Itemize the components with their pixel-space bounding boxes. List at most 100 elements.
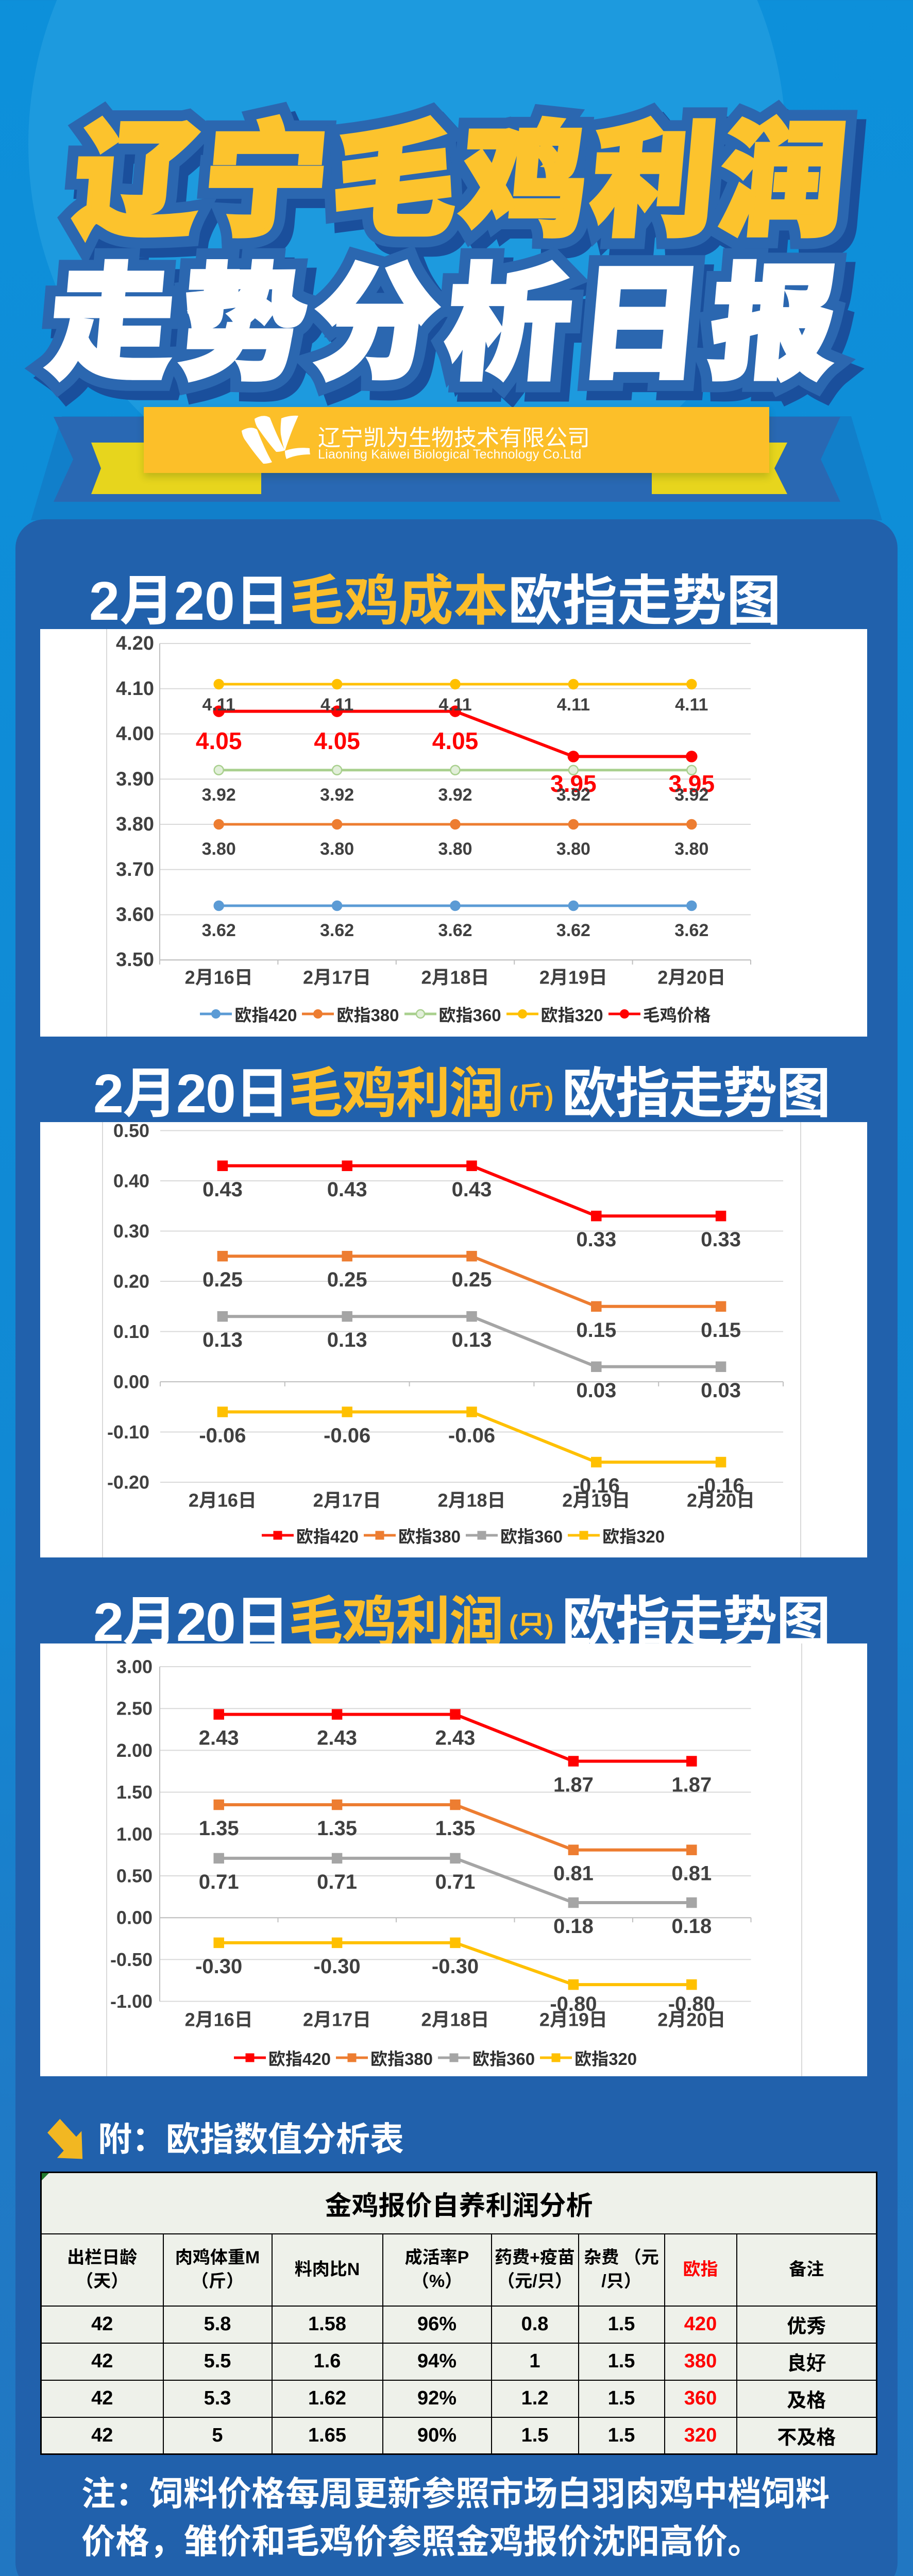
svg-text:0.00: 0.00 (113, 1371, 149, 1393)
svg-text:3.62: 3.62 (674, 921, 708, 940)
svg-text:0.18: 0.18 (671, 1915, 712, 1938)
svg-text:4.11: 4.11 (320, 695, 353, 715)
svg-text:2.43: 2.43 (199, 1727, 239, 1750)
svg-text:3.50: 3.50 (116, 949, 154, 971)
svg-text:4.20: 4.20 (116, 633, 154, 654)
svg-text:4.11: 4.11 (557, 695, 590, 715)
svg-text:2月19日: 2月19日 (562, 1490, 630, 1511)
svg-text:-0.16: -0.16 (573, 1475, 620, 1497)
svg-text:2月16日: 2月16日 (185, 2009, 253, 2030)
svg-text:2月18日: 2月18日 (437, 1490, 505, 1511)
svg-text:2月20日: 2月20日 (657, 2009, 725, 2030)
svg-text:3.62: 3.62 (438, 921, 472, 940)
svg-text:3.80: 3.80 (556, 839, 590, 859)
svg-text:2月18日: 2月18日 (421, 2009, 489, 2030)
svg-text:1.50: 1.50 (116, 1782, 153, 1803)
svg-text:0.03: 0.03 (701, 1379, 741, 1402)
svg-text:3.92: 3.92 (438, 785, 472, 805)
svg-text:-0.06: -0.06 (199, 1425, 246, 1447)
svg-text:-0.30: -0.30 (432, 1955, 479, 1978)
svg-text:0.50: 0.50 (116, 1866, 153, 1887)
svg-text:0.71: 0.71 (199, 1871, 239, 1893)
svg-text:1.35: 1.35 (199, 1817, 239, 1840)
svg-text:2月17日: 2月17日 (313, 1490, 381, 1511)
svg-text:4.11: 4.11 (675, 695, 708, 715)
svg-text:3.80: 3.80 (674, 839, 708, 859)
svg-text:3.92: 3.92 (556, 785, 590, 805)
svg-text:0.33: 0.33 (576, 1228, 616, 1251)
svg-text:2月20日: 2月20日 (657, 967, 725, 988)
svg-text:4.05: 4.05 (432, 727, 479, 754)
svg-text:-0.20: -0.20 (107, 1472, 149, 1493)
svg-text:0.71: 0.71 (317, 1871, 357, 1893)
svg-text:4.05: 4.05 (314, 727, 360, 754)
svg-text:2月19日: 2月19日 (539, 2009, 607, 2030)
svg-text:2月20日: 2月20日 (687, 1490, 755, 1511)
svg-text:1.87: 1.87 (553, 1774, 594, 1797)
svg-text:1.35: 1.35 (435, 1817, 476, 1840)
svg-text:0.43: 0.43 (327, 1178, 367, 1201)
svg-text:0.10: 0.10 (113, 1321, 149, 1342)
svg-text:1.00: 1.00 (116, 1823, 153, 1844)
svg-text:3.80: 3.80 (202, 839, 236, 859)
svg-text:0.25: 0.25 (327, 1268, 367, 1291)
svg-text:2月19日: 2月19日 (539, 967, 607, 988)
svg-text:4.00: 4.00 (116, 723, 154, 745)
svg-text:3.80: 3.80 (320, 839, 354, 859)
svg-text:-0.50: -0.50 (110, 1949, 153, 1970)
svg-text:0.13: 0.13 (452, 1329, 492, 1351)
svg-text:-0.06: -0.06 (448, 1425, 495, 1447)
svg-text:2月18日: 2月18日 (421, 967, 489, 988)
svg-text:0.43: 0.43 (452, 1178, 492, 1201)
svg-text:3.62: 3.62 (556, 921, 590, 940)
svg-text:2月17日: 2月17日 (303, 967, 371, 988)
svg-text:3.92: 3.92 (202, 785, 236, 805)
svg-text:2月16日: 2月16日 (189, 1490, 257, 1511)
svg-text:-0.30: -0.30 (195, 1955, 242, 1978)
svg-text:3.92: 3.92 (674, 785, 708, 805)
svg-text:-0.06: -0.06 (324, 1425, 370, 1447)
svg-text:0.25: 0.25 (202, 1268, 243, 1291)
svg-text:1.35: 1.35 (317, 1817, 357, 1840)
svg-text:0.30: 0.30 (113, 1221, 149, 1242)
svg-text:2月17日: 2月17日 (303, 2009, 371, 2030)
svg-text:2.50: 2.50 (116, 1698, 153, 1719)
svg-text:0.33: 0.33 (701, 1228, 741, 1251)
svg-text:0.13: 0.13 (327, 1329, 367, 1351)
svg-text:4.11: 4.11 (438, 695, 471, 715)
svg-text:0.00: 0.00 (116, 1907, 153, 1928)
svg-text:2.43: 2.43 (435, 1727, 476, 1750)
svg-text:-0.30: -0.30 (314, 1955, 361, 1978)
svg-text:3.60: 3.60 (116, 904, 154, 926)
svg-text:3.00: 3.00 (116, 1656, 153, 1677)
svg-text:-0.80: -0.80 (550, 1993, 597, 2015)
svg-text:2.00: 2.00 (116, 1740, 153, 1761)
svg-text:-1.00: -1.00 (110, 1991, 153, 2012)
svg-text:0.81: 0.81 (671, 1862, 712, 1885)
svg-text:3.95: 3.95 (550, 770, 597, 797)
svg-text:0.81: 0.81 (553, 1862, 594, 1885)
svg-text:1.87: 1.87 (671, 1774, 712, 1797)
svg-text:-0.10: -0.10 (107, 1421, 149, 1443)
svg-text:-0.16: -0.16 (698, 1475, 745, 1497)
svg-text:0.40: 0.40 (113, 1171, 149, 1192)
svg-text:0.03: 0.03 (576, 1379, 616, 1402)
svg-text:3.62: 3.62 (320, 921, 354, 940)
svg-text:0.18: 0.18 (553, 1915, 594, 1938)
svg-text:0.25: 0.25 (452, 1268, 492, 1291)
svg-text:0.43: 0.43 (202, 1178, 243, 1201)
svg-text:3.80: 3.80 (438, 839, 472, 859)
svg-text:0.15: 0.15 (701, 1319, 741, 1342)
svg-text:0.50: 0.50 (113, 1122, 149, 1141)
svg-text:3.95: 3.95 (669, 770, 715, 797)
svg-text:2月16日: 2月16日 (185, 967, 253, 988)
svg-text:3.92: 3.92 (320, 785, 354, 805)
svg-text:-0.80: -0.80 (668, 1993, 715, 2015)
svg-text:0.13: 0.13 (202, 1329, 243, 1351)
svg-text:4.05: 4.05 (196, 727, 242, 754)
svg-text:4.10: 4.10 (116, 678, 154, 700)
svg-text:3.90: 3.90 (116, 768, 154, 790)
svg-text:3.62: 3.62 (202, 921, 236, 940)
svg-text:4.11: 4.11 (202, 695, 235, 715)
svg-text:0.71: 0.71 (435, 1871, 476, 1893)
